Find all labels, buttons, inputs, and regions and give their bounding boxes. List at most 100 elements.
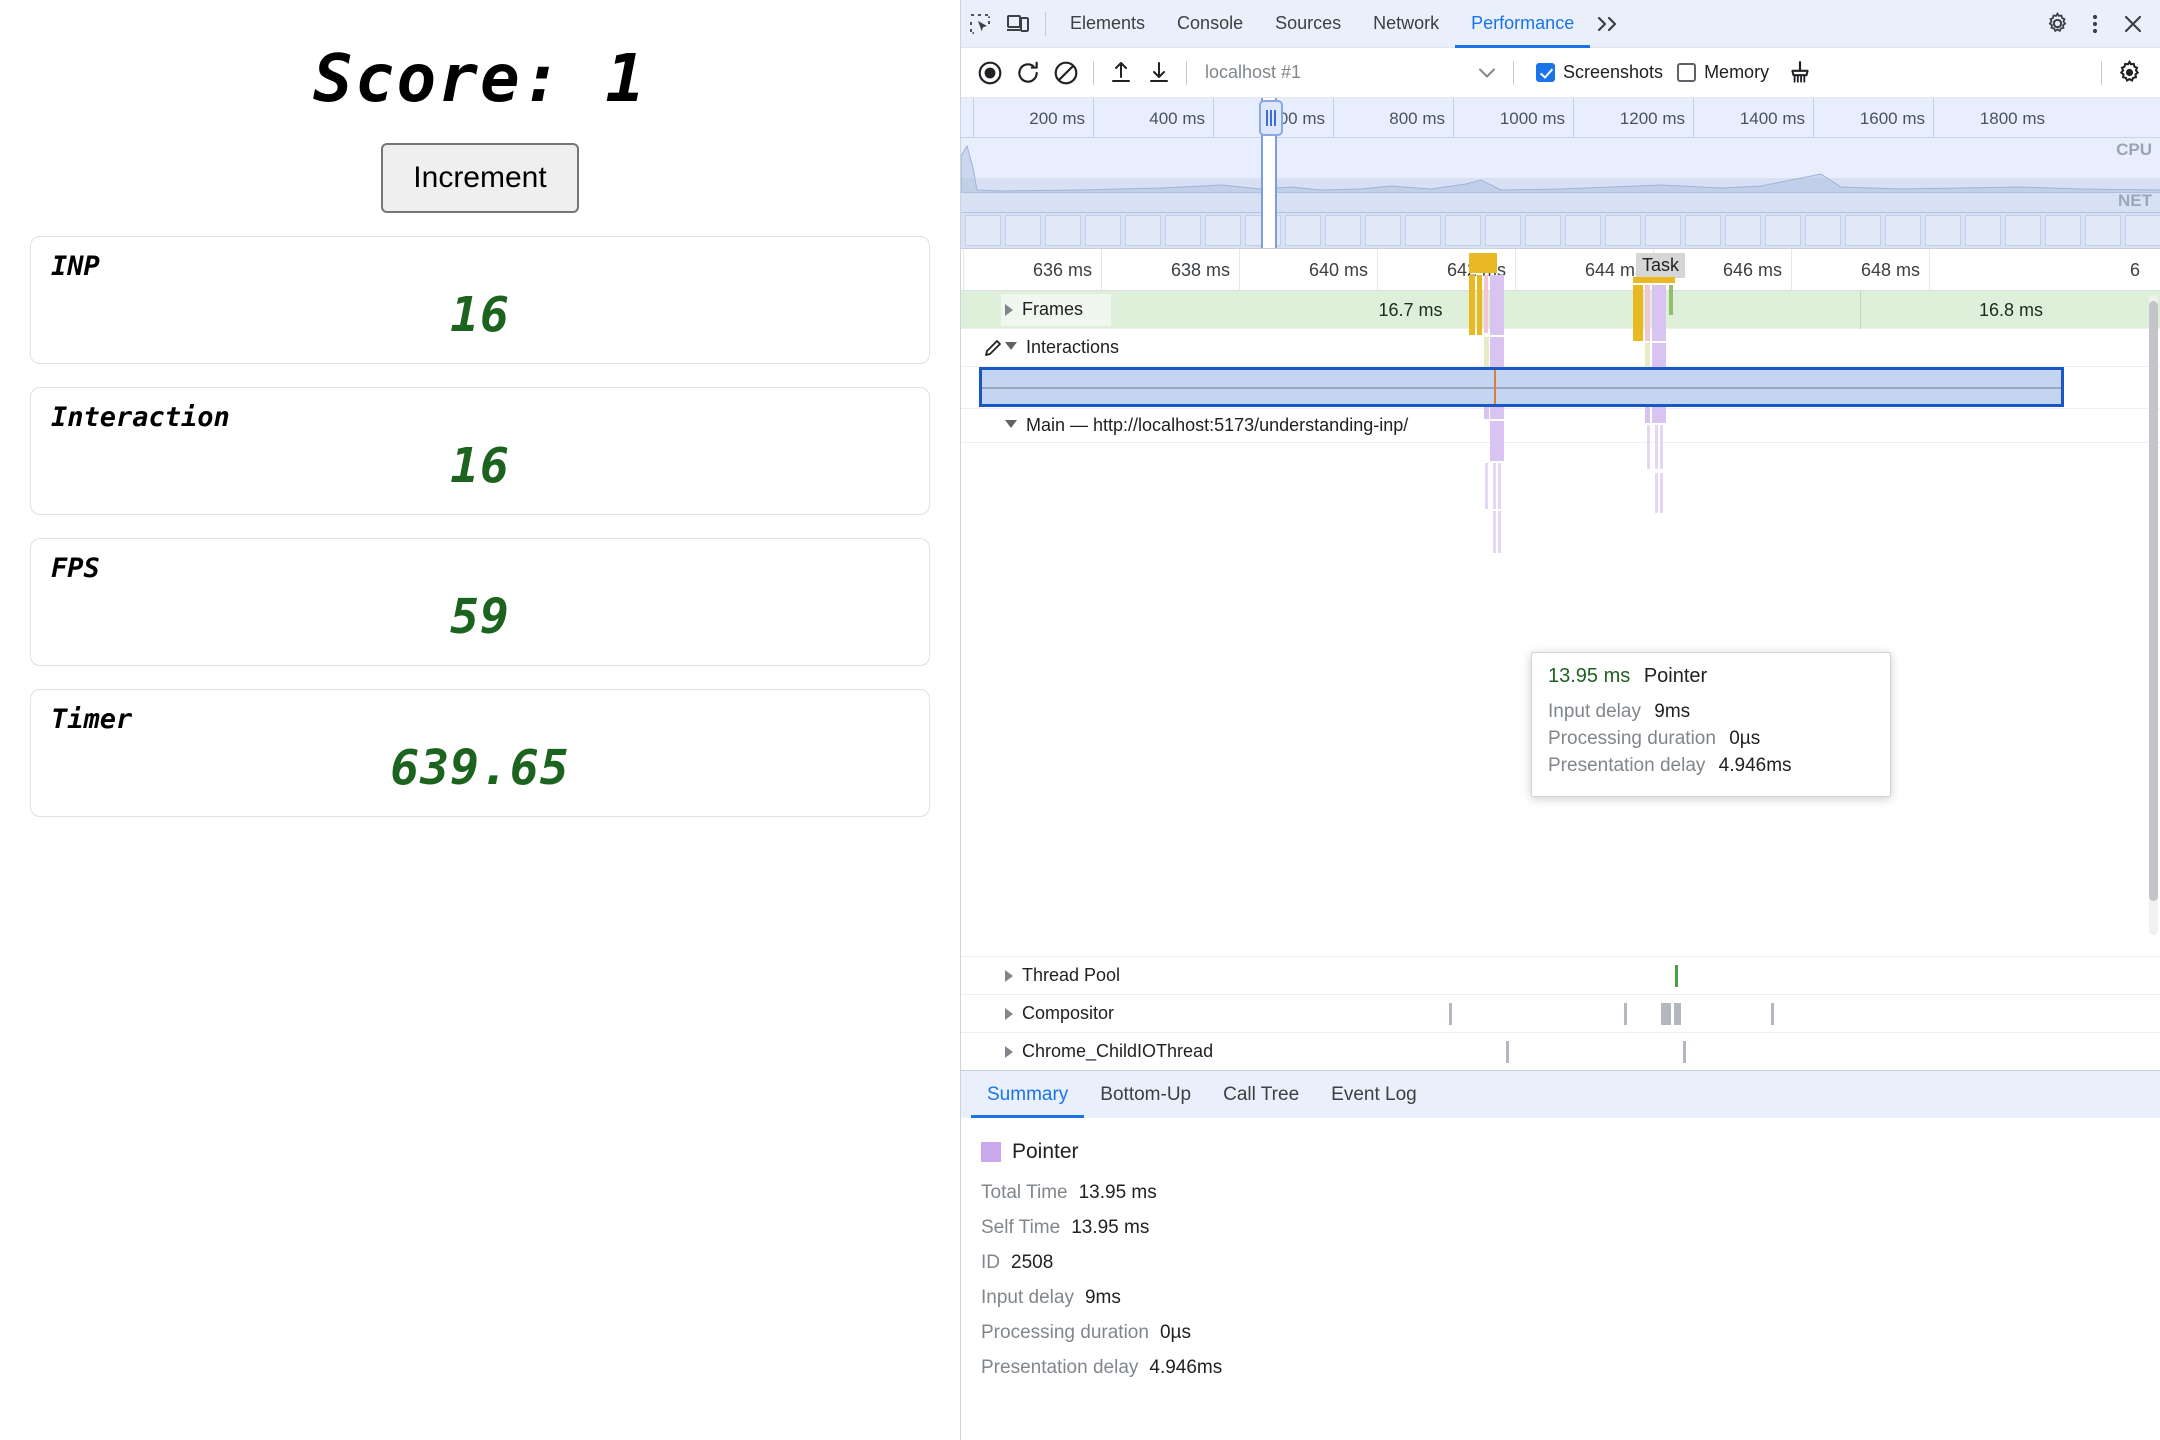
tab-event-log[interactable]: Event Log <box>1331 1083 1417 1105</box>
filmstrip-thumbnail[interactable] <box>1165 215 1201 246</box>
flame-bar[interactable] <box>1647 425 1650 469</box>
track-compositor-title[interactable]: Compositor <box>1005 995 1114 1032</box>
filmstrip-thumbnail[interactable] <box>1845 215 1881 246</box>
main-flamechart[interactable]: Task <box>961 249 2160 679</box>
collapse-triangle-icon[interactable] <box>1005 419 1017 434</box>
flame-bar[interactable] <box>1498 511 1501 553</box>
filmstrip-thumbnail[interactable] <box>2085 215 2121 246</box>
flame-bar[interactable] <box>1477 275 1482 335</box>
flame-bar[interactable] <box>1633 285 1643 341</box>
filmstrip-thumbnail[interactable] <box>1005 215 1041 246</box>
track-marker[interactable] <box>1674 1003 1681 1025</box>
filmstrip-thumbnail[interactable] <box>1405 215 1441 246</box>
tab-performance[interactable]: Performance <box>1455 0 1590 48</box>
filmstrip-thumbnail[interactable] <box>2045 215 2081 246</box>
filmstrip-thumbnail[interactable] <box>1205 215 1241 246</box>
more-options-icon[interactable] <box>2076 7 2114 41</box>
track-marker[interactable] <box>1506 1041 1509 1063</box>
flame-bar[interactable] <box>1669 285 1673 315</box>
flame-bar[interactable] <box>1485 463 1488 509</box>
filmstrip-thumbnail[interactable] <box>1805 215 1841 246</box>
interaction-event-pointer[interactable] <box>979 367 2064 407</box>
memory-checkbox-box[interactable] <box>1677 63 1697 82</box>
track-marker[interactable] <box>1675 965 1678 987</box>
track-marker[interactable] <box>1449 1003 1452 1025</box>
close-icon[interactable] <box>2114 7 2152 41</box>
record-icon[interactable] <box>971 56 1009 90</box>
overview-selection-window[interactable] <box>1259 98 1283 248</box>
collapse-triangle-icon[interactable] <box>1005 341 1017 356</box>
settings-gear-icon[interactable] <box>2038 7 2076 41</box>
flame-bar[interactable] <box>1645 285 1650 341</box>
track-main[interactable]: Main — http://localhost:5173/understandi… <box>961 409 2160 443</box>
track-chrome-childiothread[interactable]: Chrome_ChildIOThread <box>961 1032 2160 1070</box>
track-frames-title[interactable]: Frames <box>1005 291 1083 328</box>
tab-bottom-up[interactable]: Bottom-Up <box>1100 1083 1192 1105</box>
load-profile-icon[interactable] <box>1102 56 1140 90</box>
device-toolbar-icon[interactable] <box>999 7 1037 41</box>
flame-bar[interactable] <box>1484 275 1488 333</box>
filmstrip-thumbnail[interactable] <box>1925 215 1961 246</box>
track-marker[interactable] <box>1683 1041 1686 1063</box>
frame-cell[interactable]: 16.8 ms <box>1861 291 2160 329</box>
filmstrip-thumbnail[interactable] <box>1565 215 1601 246</box>
increment-button[interactable]: Increment <box>381 143 579 213</box>
track-marker[interactable] <box>1624 1003 1627 1025</box>
overview-filmstrip[interactable] <box>961 214 2160 248</box>
filmstrip-thumbnail[interactable] <box>1525 215 1561 246</box>
reload-and-record-icon[interactable] <box>1009 56 1047 90</box>
filmstrip-thumbnail[interactable] <box>2005 215 2041 246</box>
track-compositor[interactable]: Compositor <box>961 994 2160 1032</box>
track-main-title[interactable]: Main — http://localhost:5173/understandi… <box>1005 409 1408 442</box>
filmstrip-thumbnail[interactable] <box>1325 215 1361 246</box>
overview-window-handle[interactable] <box>1259 100 1283 136</box>
tab-sources[interactable]: Sources <box>1275 13 1342 33</box>
task-label[interactable]: Task <box>1636 253 1686 278</box>
screenshots-checkbox-box[interactable] <box>1536 63 1555 82</box>
more-tabs-icon[interactable] <box>1590 7 1628 41</box>
filmstrip-thumbnail[interactable] <box>1445 215 1481 246</box>
flame-bar[interactable] <box>1633 277 1675 283</box>
track-chrome-childiothread-title[interactable]: Chrome_ChildIOThread <box>1005 1033 1213 1070</box>
filmstrip-thumbnail[interactable] <box>1085 215 1121 246</box>
flame-bar[interactable] <box>1493 511 1496 553</box>
collect-garbage-icon[interactable] <box>1781 56 1819 90</box>
track-frames[interactable]: Frames 16.7 ms 16.8 ms <box>961 291 2160 329</box>
flame-bar[interactable] <box>1490 421 1504 461</box>
inspect-element-icon[interactable] <box>961 7 999 41</box>
flame-bar[interactable] <box>1655 473 1658 513</box>
expand-triangle-icon[interactable] <box>1005 1007 1013 1020</box>
track-interactions[interactable]: Interactions <box>961 329 2160 367</box>
edit-pencil-icon[interactable] <box>983 338 1003 363</box>
interactions-content[interactable] <box>961 367 2160 409</box>
flame-bar[interactable] <box>1498 463 1501 509</box>
flame-bar[interactable] <box>1660 473 1663 513</box>
tab-elements[interactable]: Elements <box>1070 13 1146 33</box>
flame-bar[interactable] <box>1484 337 1489 377</box>
filmstrip-thumbnail[interactable] <box>1485 215 1521 246</box>
expand-triangle-icon[interactable] <box>1005 969 1013 982</box>
tab-summary[interactable]: Summary <box>971 1071 1084 1118</box>
tab-network[interactable]: Network <box>1373 13 1440 33</box>
filmstrip-thumbnail[interactable] <box>1365 215 1401 246</box>
tab-console[interactable]: Console <box>1177 13 1244 33</box>
flame-bar[interactable] <box>1660 425 1663 469</box>
flame-bar[interactable] <box>1469 253 1497 273</box>
flame-bar[interactable] <box>1655 425 1658 469</box>
filmstrip-thumbnail[interactable] <box>2125 215 2160 246</box>
timeline-flamechart[interactable]: ms 636 ms 638 ms 640 ms 642 ms 644 ms 64… <box>961 248 2160 1070</box>
track-thread-pool-title[interactable]: Thread Pool <box>1005 957 1120 994</box>
expand-triangle-icon[interactable] <box>1005 303 1013 316</box>
memory-checkbox[interactable]: Memory <box>1677 62 1769 83</box>
filmstrip-thumbnail[interactable] <box>1605 215 1641 246</box>
filmstrip-thumbnail[interactable] <box>1285 215 1321 246</box>
screenshots-checkbox[interactable]: Screenshots <box>1536 62 1663 83</box>
filmstrip-thumbnail[interactable] <box>1685 215 1721 246</box>
flame-bar[interactable] <box>1645 343 1650 383</box>
filmstrip-thumbnail[interactable] <box>1965 215 2001 246</box>
filmstrip-thumbnail[interactable] <box>1125 215 1161 246</box>
flame-bar[interactable] <box>1652 285 1666 341</box>
track-marker[interactable] <box>1771 1003 1774 1025</box>
clear-recording-icon[interactable] <box>1047 56 1085 90</box>
track-marker[interactable] <box>1661 1003 1671 1025</box>
